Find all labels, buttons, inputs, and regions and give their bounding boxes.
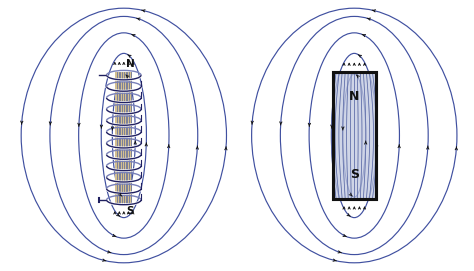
Text: S: S — [350, 169, 359, 182]
Text: S: S — [126, 206, 133, 216]
Text: N: N — [126, 59, 135, 69]
Text: N: N — [349, 89, 359, 102]
Bar — [333, 72, 375, 199]
Bar — [333, 72, 375, 199]
Bar — [115, 72, 132, 203]
